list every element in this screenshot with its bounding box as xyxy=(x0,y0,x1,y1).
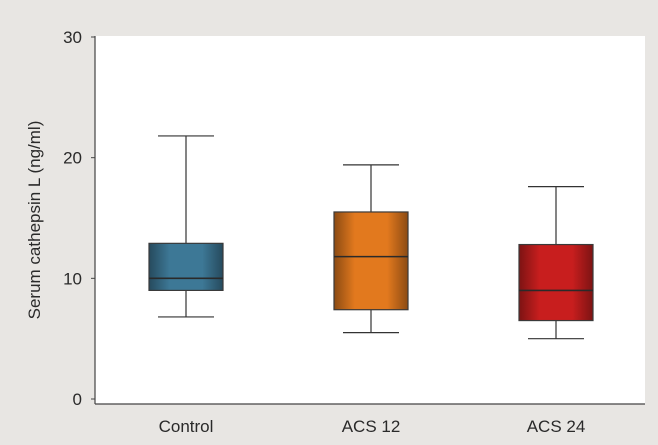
y-tick-label: 10 xyxy=(63,269,82,288)
y-axis-label: Serum cathepsin L (ng/ml) xyxy=(25,121,44,320)
box-control xyxy=(148,135,224,318)
x-tick-label: ACS 12 xyxy=(342,417,401,436)
x-tick-label: ACS 24 xyxy=(527,417,586,436)
box-acs-24 xyxy=(518,186,594,340)
iqr-box xyxy=(148,242,224,291)
y-ticks: 0 10 20 30 xyxy=(63,28,95,409)
boxes xyxy=(148,135,594,340)
y-tick-label: 20 xyxy=(63,149,82,168)
box-acs-12 xyxy=(333,164,409,334)
y-tick-label: 30 xyxy=(63,28,82,47)
y-tick-label: 0 xyxy=(73,390,82,409)
iqr-box xyxy=(518,243,594,322)
iqr-box xyxy=(333,211,409,311)
x-labels: Control ACS 12 ACS 24 xyxy=(159,417,586,436)
x-tick-label: Control xyxy=(159,417,214,436)
